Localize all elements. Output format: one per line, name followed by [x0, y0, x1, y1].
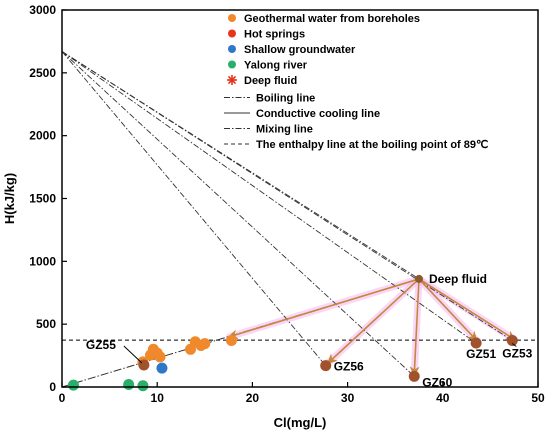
legend-label: Mixing line — [256, 124, 313, 136]
y-tick-label: 1500 — [29, 192, 56, 206]
y-tick-label: 2000 — [29, 129, 56, 143]
legend-label: Shallow groundwater — [244, 44, 356, 56]
legend-marker-hot-spring-point — [228, 29, 236, 38]
annotation-gz55: GZ55 — [86, 338, 116, 352]
x-tick-label: 0 — [59, 391, 66, 405]
y-tick-label: 1000 — [29, 254, 56, 268]
x-tick-label: 20 — [246, 391, 260, 405]
y-axis-title: H(kJ/kg) — [2, 173, 17, 224]
geothermal-borehole-point — [225, 335, 237, 347]
deep-fluid-point — [415, 274, 423, 283]
hot-spring-point — [408, 370, 420, 382]
data-points-layer — [67, 274, 518, 392]
y-tick-label: 500 — [36, 317, 56, 331]
yalong-river-point — [67, 379, 79, 391]
hot-spring-point — [320, 360, 332, 372]
x-axis-title: Cl(mg/L) — [274, 415, 327, 430]
annotation-gz60: GZ60 — [422, 375, 452, 389]
y-tick-label: 2500 — [29, 66, 56, 80]
x-tick-label: 10 — [151, 391, 165, 405]
x-tick-label: 30 — [341, 391, 355, 405]
boiling-line — [61, 51, 415, 377]
hot-spring-point — [470, 337, 482, 349]
legend-label: Geothermal water from boreholes — [244, 13, 420, 25]
cooling-arrow — [409, 278, 420, 377]
legend: Geothermal water from boreholes Hot sprin… — [224, 13, 488, 151]
geothermal-borehole-point — [199, 338, 211, 350]
boiling-line — [61, 51, 420, 280]
annotation-gz51: GZ51 — [466, 347, 496, 361]
cooling-arrow — [327, 278, 420, 364]
annotation-deep-fluid: Deep fluid — [429, 272, 487, 286]
annotation-gz53: GZ53 — [502, 347, 532, 361]
boiling-line — [61, 51, 327, 366]
gz53-leader-line — [511, 343, 517, 347]
geothermal-borehole-point — [154, 351, 166, 363]
shallow-groundwater-point — [156, 362, 168, 374]
y-tick-label: 3000 — [29, 3, 56, 17]
legend-marker-shallow-groundwater-point — [228, 45, 236, 53]
cooling-arrow — [418, 278, 516, 341]
cooling-arrows-layer — [227, 278, 516, 377]
legend-label: Yalong river — [244, 60, 308, 72]
legend-marker-yalong-river-point — [228, 60, 236, 69]
boiling-line — [61, 51, 477, 344]
sample-labels-layer: Deep fluid GZ55 GZ56 GZ60 GZ51 GZ53 — [86, 272, 533, 389]
legend-label: Conductive cooling line — [256, 108, 380, 120]
deep-fluid-legend-marker — [231, 75, 237, 81]
gz55-leader-line — [123, 345, 143, 364]
annotation-gz56: GZ56 — [334, 360, 364, 374]
x-tick-label: 50 — [531, 391, 545, 405]
legend-label: Hot springs — [244, 29, 305, 41]
yalong-river-point — [137, 380, 149, 392]
legend-label: Deep fluid — [244, 75, 297, 87]
yalong-river-point — [123, 378, 135, 390]
legend-label: The enthalpy line at the boiling point o… — [256, 139, 488, 151]
legend-marker-geothermal-borehole-point — [228, 14, 236, 22]
cooling-arrow — [227, 278, 420, 340]
hot-spring-point — [506, 335, 518, 347]
cooling-arrow — [418, 278, 478, 342]
y-tick-label: 0 — [49, 380, 56, 394]
legend-label: Boiling line — [256, 93, 315, 105]
x-tick-label: 40 — [436, 391, 450, 405]
